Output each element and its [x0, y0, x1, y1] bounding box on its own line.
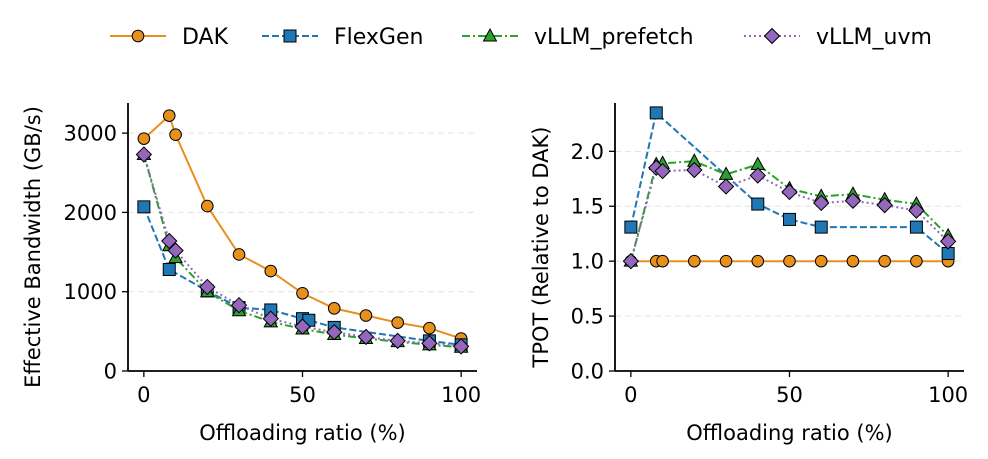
- y-tick-label: 1.5: [571, 195, 604, 219]
- data-point-vllm-uvm: [199, 278, 216, 296]
- x-tick-label: 50: [289, 383, 316, 407]
- data-point-dak: [391, 316, 404, 329]
- data-point-vllm-uvm: [167, 242, 184, 259]
- legend-label: vLLM_uvm: [816, 25, 932, 50]
- legend: DAK FlexGen vLLM_prefetch vLLM_uvm: [110, 25, 932, 50]
- x-tick-label: 0: [137, 383, 150, 407]
- data-point-vllm-uvm: [161, 232, 178, 250]
- y-tick-label: 2.0: [571, 140, 604, 164]
- data-point-dak: [296, 286, 309, 300]
- data-point-vllm-uvm: [749, 167, 766, 184]
- series-line-vllm-prefetch: [629, 160, 949, 262]
- x-tick-label: 0: [624, 383, 637, 407]
- series-dak: [137, 109, 468, 345]
- data-point-dak: [783, 254, 796, 268]
- x-tick-label: 50: [776, 383, 803, 407]
- legend-marker-circle: [131, 29, 145, 43]
- data-point-vllm-uvm: [230, 296, 248, 314]
- data-point-vllm-uvm: [876, 196, 893, 214]
- data-point-dak: [359, 309, 373, 322]
- data-point-dak: [264, 264, 278, 278]
- x-tick-label: 100: [928, 383, 968, 407]
- legend-label: vLLM_prefetch: [534, 25, 694, 50]
- data-point-flexgen: [624, 220, 638, 234]
- tpot-panel: 0.0 0.5 1.0 1.5 2.0 0 50 100 Offloading ratio (%…: [529, 103, 968, 445]
- data-point-dak: [751, 254, 765, 268]
- data-point-vllm-uvm: [294, 318, 311, 335]
- data-point-vllm-uvm: [781, 183, 798, 201]
- legend-entry-vllm-uvm: vLLM_uvm: [744, 25, 932, 50]
- data-point-vllm-uvm: [452, 338, 470, 355]
- y-tick-label: 0.5: [571, 305, 604, 329]
- y-axis-label: TPOT (Relative to DAK): [529, 127, 553, 369]
- legend-marker-square: [283, 29, 297, 43]
- series-vllm-uvm: [622, 159, 957, 270]
- data-point-flexgen: [783, 212, 796, 226]
- data-point-vllm-uvm: [908, 202, 925, 219]
- data-point-dak: [814, 254, 828, 268]
- data-point-vllm-uvm: [326, 323, 343, 341]
- data-point-vllm-uvm: [421, 335, 438, 352]
- data-point-vllm-uvm: [939, 233, 957, 250]
- data-point-flexgen: [162, 263, 176, 277]
- data-point-flexgen: [137, 200, 151, 214]
- data-point-dak: [719, 254, 733, 268]
- y-tick-label: 3000: [64, 122, 117, 146]
- data-point-dak: [327, 302, 341, 315]
- data-point-flexgen: [814, 220, 828, 234]
- data-point-dak: [846, 254, 860, 268]
- data-point-dak: [688, 254, 701, 268]
- y-tick-label: 0.0: [571, 360, 604, 384]
- legend-label: FlexGen: [334, 25, 423, 50]
- legend-entry-flexgen: FlexGen: [262, 25, 423, 50]
- data-point-dak: [201, 199, 214, 213]
- legend-marker-triangle: [482, 27, 498, 42]
- data-point-vllm-uvm: [262, 310, 279, 327]
- data-point-dak: [232, 248, 246, 261]
- series-line-flexgen: [142, 206, 462, 346]
- data-point-vllm-uvm: [622, 252, 640, 270]
- series-dak: [624, 254, 955, 268]
- data-point-vllm-uvm: [135, 146, 153, 163]
- legend-label: DAK: [182, 25, 229, 50]
- data-point-vllm-uvm: [389, 332, 406, 350]
- x-tick-label: 100: [441, 383, 481, 407]
- legend-marker-diamond: [763, 27, 781, 45]
- data-point-flexgen: [649, 106, 663, 120]
- y-tick-label: 0: [104, 360, 117, 384]
- data-point-dak: [169, 128, 182, 142]
- data-point-flexgen: [909, 220, 923, 234]
- data-point-vllm-uvm: [686, 161, 703, 179]
- series-line-dak: [143, 113, 462, 340]
- data-point-dak: [137, 132, 151, 145]
- data-point-vllm-uvm: [654, 162, 671, 180]
- x-axis-label: Offloading ratio (%): [199, 421, 405, 445]
- data-point-vllm-uvm: [813, 194, 830, 212]
- series-flexgen: [624, 106, 955, 260]
- legend-entry-dak: DAK: [110, 25, 229, 50]
- series-vllm-uvm: [135, 146, 470, 355]
- data-point-dak: [423, 321, 436, 335]
- data-point-vllm-uvm: [844, 192, 862, 209]
- y-axis-label: Effective Bandwidth (GB/s): [21, 106, 45, 388]
- data-point-flexgen: [751, 197, 765, 211]
- legend-entry-vllm-prefetch: vLLM_prefetch: [462, 25, 694, 50]
- data-point-dak: [656, 254, 669, 268]
- y-tick-label: 2000: [64, 201, 117, 225]
- data-point-vllm-uvm: [717, 178, 735, 195]
- y-tick-label: 1000: [64, 280, 117, 304]
- data-point-dak: [878, 254, 891, 268]
- y-tick-label: 1.0: [571, 250, 604, 274]
- data-point-dak: [162, 109, 176, 122]
- data-point-vllm-uvm: [357, 328, 375, 346]
- data-point-dak: [910, 254, 923, 268]
- x-axis-label: Offloading ratio (%): [686, 421, 892, 445]
- bandwidth-panel: 0 1000 2000 3000 0 50 100 Offloading ratio (%) E…: [21, 103, 481, 445]
